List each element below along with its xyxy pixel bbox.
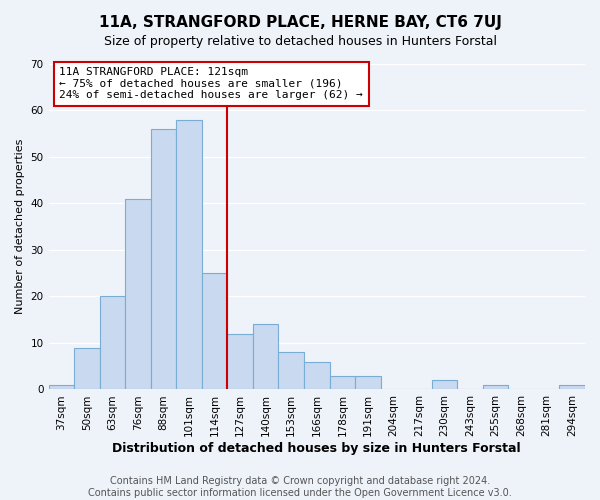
Bar — [125, 199, 151, 390]
Bar — [202, 273, 227, 390]
Bar — [151, 129, 176, 390]
Bar — [49, 385, 74, 390]
Bar — [304, 362, 329, 390]
Bar — [74, 348, 100, 390]
Text: 11A STRANGFORD PLACE: 121sqm
← 75% of detached houses are smaller (196)
24% of s: 11A STRANGFORD PLACE: 121sqm ← 75% of de… — [59, 68, 363, 100]
Bar — [432, 380, 457, 390]
Bar — [329, 376, 355, 390]
Text: Contains HM Land Registry data © Crown copyright and database right 2024.
Contai: Contains HM Land Registry data © Crown c… — [88, 476, 512, 498]
Bar — [100, 296, 125, 390]
Bar — [483, 385, 508, 390]
Bar — [227, 334, 253, 390]
Y-axis label: Number of detached properties: Number of detached properties — [15, 139, 25, 314]
Text: Size of property relative to detached houses in Hunters Forstal: Size of property relative to detached ho… — [104, 35, 497, 48]
X-axis label: Distribution of detached houses by size in Hunters Forstal: Distribution of detached houses by size … — [112, 442, 521, 455]
Bar — [176, 120, 202, 390]
Bar — [253, 324, 278, 390]
Text: 11A, STRANGFORD PLACE, HERNE BAY, CT6 7UJ: 11A, STRANGFORD PLACE, HERNE BAY, CT6 7U… — [98, 15, 502, 30]
Bar — [559, 385, 585, 390]
Bar — [355, 376, 380, 390]
Bar — [278, 352, 304, 390]
